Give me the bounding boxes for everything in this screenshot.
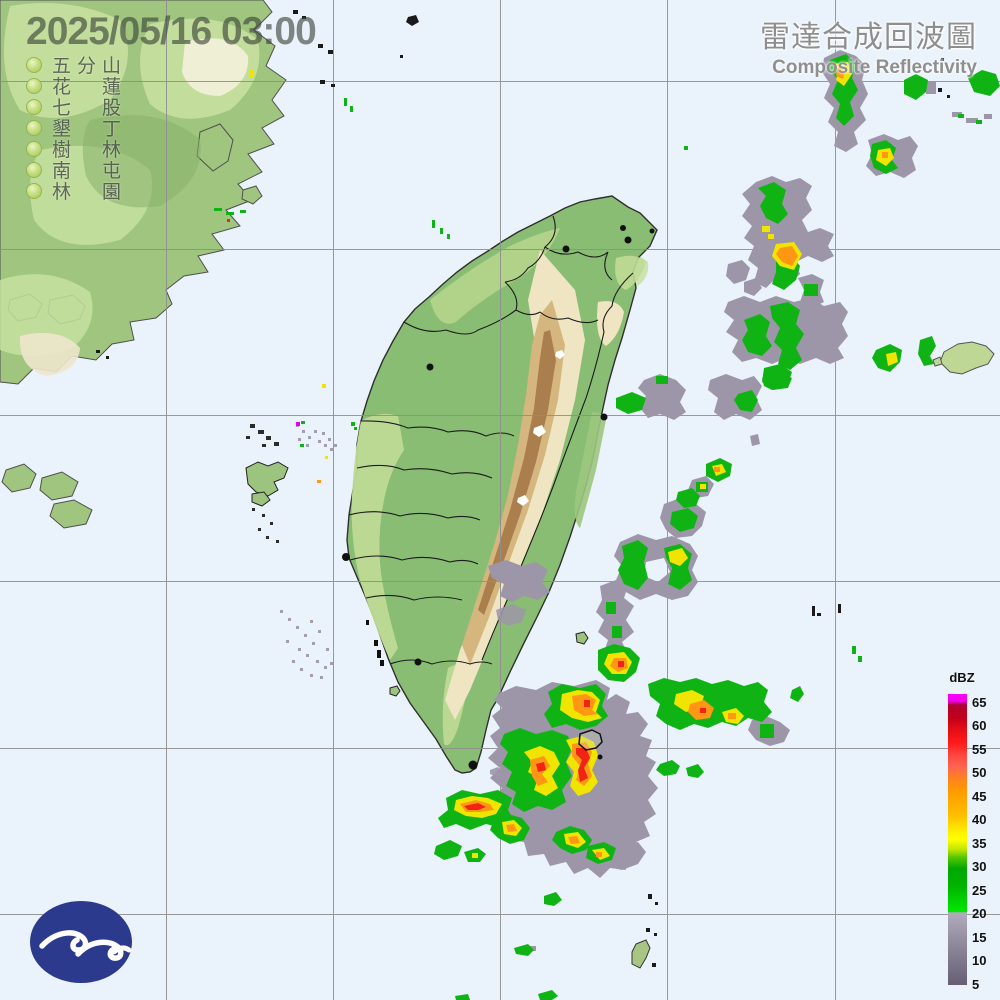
station-row-nantun: 南 屯 (26, 159, 127, 182)
station-status-icon (26, 119, 42, 136)
station-row-kenting: 墾 丁 (26, 117, 127, 140)
timestamp: 2025/05/16 03:00 (26, 10, 317, 53)
station-row-wufenshan: 五 分 山 (26, 54, 127, 77)
echo-red-layer (227, 219, 706, 810)
cwa-logo (30, 901, 132, 983)
colorbar-tick: 15 (972, 930, 987, 945)
dbz-colorbar: dBZ 65 60 55 50 45 40 35 30 25 20 15 10 … (928, 670, 1000, 1000)
penghu-islands (245, 461, 289, 497)
echo-magenta-specks (296, 422, 300, 426)
colorbar-tick: 20 (972, 906, 987, 921)
colorbar-gradient (948, 694, 967, 985)
station-status-icon (26, 77, 42, 94)
small-islet-specks (96, 10, 950, 967)
logo-wave-icon (39, 930, 132, 961)
xiaoliuqiu-island (389, 685, 401, 697)
station-row-shulin: 樹 林 (26, 138, 127, 161)
penghu-islets (246, 424, 279, 543)
station-row-hualien: 花 蓮 (26, 75, 127, 98)
colorbar-tick: 60 (972, 718, 987, 733)
radar-station-list: 五 分 山 花 蓮 七 股 墾 丁 樹 林 南 屯 林 園 (26, 54, 127, 203)
colorbar-tick: 50 (972, 765, 987, 780)
map-title-block: 雷達合成回波圖 Composite Reflectivity (760, 12, 977, 79)
colorbar-tick: 10 (972, 953, 987, 968)
station-status-icon (26, 161, 42, 178)
station-status-icon (26, 140, 42, 157)
station-status-icon (26, 182, 42, 199)
colorbar-tick: 25 (972, 883, 987, 898)
county-borders (348, 215, 634, 665)
station-row-linyuan: 林 園 (26, 180, 127, 203)
city-dots (342, 225, 655, 770)
colorbar-tick: 5 (972, 977, 980, 992)
station-status-icon (26, 98, 42, 115)
radar-echoes (214, 50, 1000, 1000)
colorbar-tick: 55 (972, 742, 987, 757)
station-row-chigu: 七 股 (26, 96, 127, 119)
orchid-island (578, 729, 603, 751)
title-chinese: 雷達合成回波圖 (760, 21, 977, 54)
colorbar-tick: 30 (972, 859, 987, 874)
colorbar-tick: 40 (972, 812, 987, 827)
colorbar-tick: 45 (972, 789, 987, 804)
title-english: Composite Reflectivity (772, 57, 977, 78)
echo-gray-layer (280, 50, 992, 951)
colorbar-tick: 65 (972, 695, 987, 710)
taiwan-island (346, 195, 658, 774)
colorbar-title: dBZ (949, 670, 975, 685)
station-status-icon (26, 56, 42, 73)
yonaguni-island (932, 341, 995, 375)
colorbar-tick: 35 (972, 836, 987, 851)
green-island (575, 631, 589, 645)
batan-island (631, 939, 651, 969)
echo-green-layer (214, 54, 1000, 1000)
offshore-islands (96, 10, 995, 969)
